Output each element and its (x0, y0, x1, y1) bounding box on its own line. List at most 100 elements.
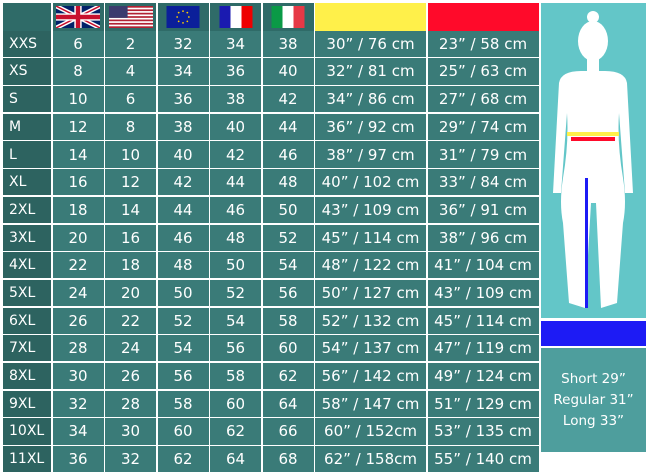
cell-uk: 10 (52, 86, 104, 113)
cell-size: S (3, 86, 51, 113)
cell-us: 26 (105, 362, 156, 390)
us-flag-icon (105, 3, 156, 31)
cell-size: XXS (3, 30, 51, 57)
leg-short: Short 29” (561, 371, 626, 387)
cell-bust: 62” / 158cm (315, 446, 426, 472)
cell-eu: 40 (157, 141, 209, 168)
cell-waist: 53” / 135 cm (427, 418, 539, 445)
cell-bust: 48” / 122 cm (315, 252, 426, 279)
cell-size: L (3, 141, 51, 168)
cell-eu: 42 (157, 169, 209, 196)
cell-uk: 18 (52, 196, 104, 223)
cell-uk: 28 (52, 335, 104, 362)
cell-us: 8 (105, 113, 156, 140)
cell-size: 4XL (3, 252, 51, 279)
cell-eu: 34 (157, 58, 209, 85)
cell-size: 6XL (3, 307, 51, 334)
cell-it: 66 (262, 418, 314, 445)
cell-uk: 30 (52, 362, 104, 390)
cell-waist: 55” / 140 cm (427, 446, 539, 472)
cell-it: 44 (262, 113, 314, 140)
cell-eu: 54 (157, 335, 209, 362)
cell-waist: 31” / 79 cm (427, 141, 539, 168)
cell-us: 30 (105, 418, 156, 445)
cell-bust: 60” / 152cm (315, 418, 426, 445)
cell-eu: 44 (157, 196, 209, 223)
cell-uk: 12 (52, 113, 104, 140)
cell-it: 38 (262, 30, 314, 57)
leg-length-panel: Short 29” Regular 31” Long 33” (541, 348, 646, 452)
cell-bust: 40” / 102 cm (315, 169, 426, 196)
cell-fr: 40 (210, 113, 261, 140)
cell-uk: 32 (52, 390, 104, 417)
cell-bust: 58” / 147 cm (315, 390, 426, 417)
cell-it: 46 (262, 141, 314, 168)
cell-it: 62 (262, 362, 314, 390)
cell-it: 56 (262, 279, 314, 307)
cell-uk: 22 (52, 252, 104, 279)
cell-eu: 62 (157, 446, 209, 472)
cell-us: 20 (105, 279, 156, 307)
cell-fr: 58 (210, 362, 261, 390)
cell-uk: 34 (52, 418, 104, 445)
cell-uk: 26 (52, 307, 104, 334)
cell-fr: 62 (210, 418, 261, 445)
cell-it: 52 (262, 224, 314, 251)
cell-fr: 44 (210, 169, 261, 196)
cell-uk: 6 (52, 30, 104, 57)
cell-us: 18 (105, 252, 156, 279)
cell-it: 68 (262, 446, 314, 472)
cell-uk: 20 (52, 224, 104, 251)
cell-us: 22 (105, 307, 156, 334)
cell-us: 2 (105, 30, 156, 57)
bust-line (567, 132, 619, 136)
cell-size: 2XL (3, 196, 51, 223)
cell-us: 10 (105, 141, 156, 168)
cell-fr: 36 (210, 58, 261, 85)
cell-it: 58 (262, 307, 314, 334)
cell-waist: 27” / 68 cm (427, 86, 539, 113)
cell-waist: 29” / 74 cm (427, 113, 539, 140)
cell-eu: 60 (157, 418, 209, 445)
cell-eu: 36 (157, 86, 209, 113)
cell-eu: 48 (157, 252, 209, 279)
cell-us: 4 (105, 58, 156, 85)
cell-it: 42 (262, 86, 314, 113)
cell-size: 9XL (3, 390, 51, 417)
cell-fr: 56 (210, 335, 261, 362)
cell-size: 5XL (3, 279, 51, 307)
cell-fr: 34 (210, 30, 261, 57)
cell-us: 24 (105, 335, 156, 362)
cell-waist: 49” / 124 cm (427, 362, 539, 390)
cell-size: 11XL (3, 446, 51, 472)
cell-bust: 36” / 92 cm (315, 113, 426, 140)
cell-waist: 38” / 96 cm (427, 224, 539, 251)
header-corner (3, 3, 51, 31)
cell-waist: 45” / 114 cm (427, 307, 539, 334)
cell-us: 32 (105, 446, 156, 472)
cell-waist: 33” / 84 cm (427, 169, 539, 196)
cell-us: 6 (105, 86, 156, 113)
cell-waist: 41” / 104 cm (427, 252, 539, 279)
size-chart-table: XXS 6 2 32 34 38 30” / 76 cm 23” / 58 cm XS 8 4 34 3… (3, 3, 539, 472)
uk-flag-icon (52, 3, 104, 31)
waist-color-header (427, 3, 539, 31)
cell-eu: 50 (157, 279, 209, 307)
cell-bust: 50” / 127 cm (315, 279, 426, 307)
leg-regular: Regular 31” (553, 392, 634, 408)
cell-uk: 16 (52, 169, 104, 196)
cell-bust: 32” / 81 cm (315, 58, 426, 85)
cell-waist: 47” / 119 cm (427, 335, 539, 362)
cell-size: 7XL (3, 335, 51, 362)
cell-us: 28 (105, 390, 156, 417)
cell-us: 14 (105, 196, 156, 223)
cell-bust: 45” / 114 cm (315, 224, 426, 251)
cell-eu: 46 (157, 224, 209, 251)
waist-line (571, 137, 615, 141)
inseam-color-block (541, 321, 646, 346)
leg-long: Long 33” (562, 413, 625, 429)
cell-waist: 51” / 129 cm (427, 390, 539, 417)
cell-uk: 14 (52, 141, 104, 168)
cell-fr: 52 (210, 279, 261, 307)
cell-us: 12 (105, 169, 156, 196)
